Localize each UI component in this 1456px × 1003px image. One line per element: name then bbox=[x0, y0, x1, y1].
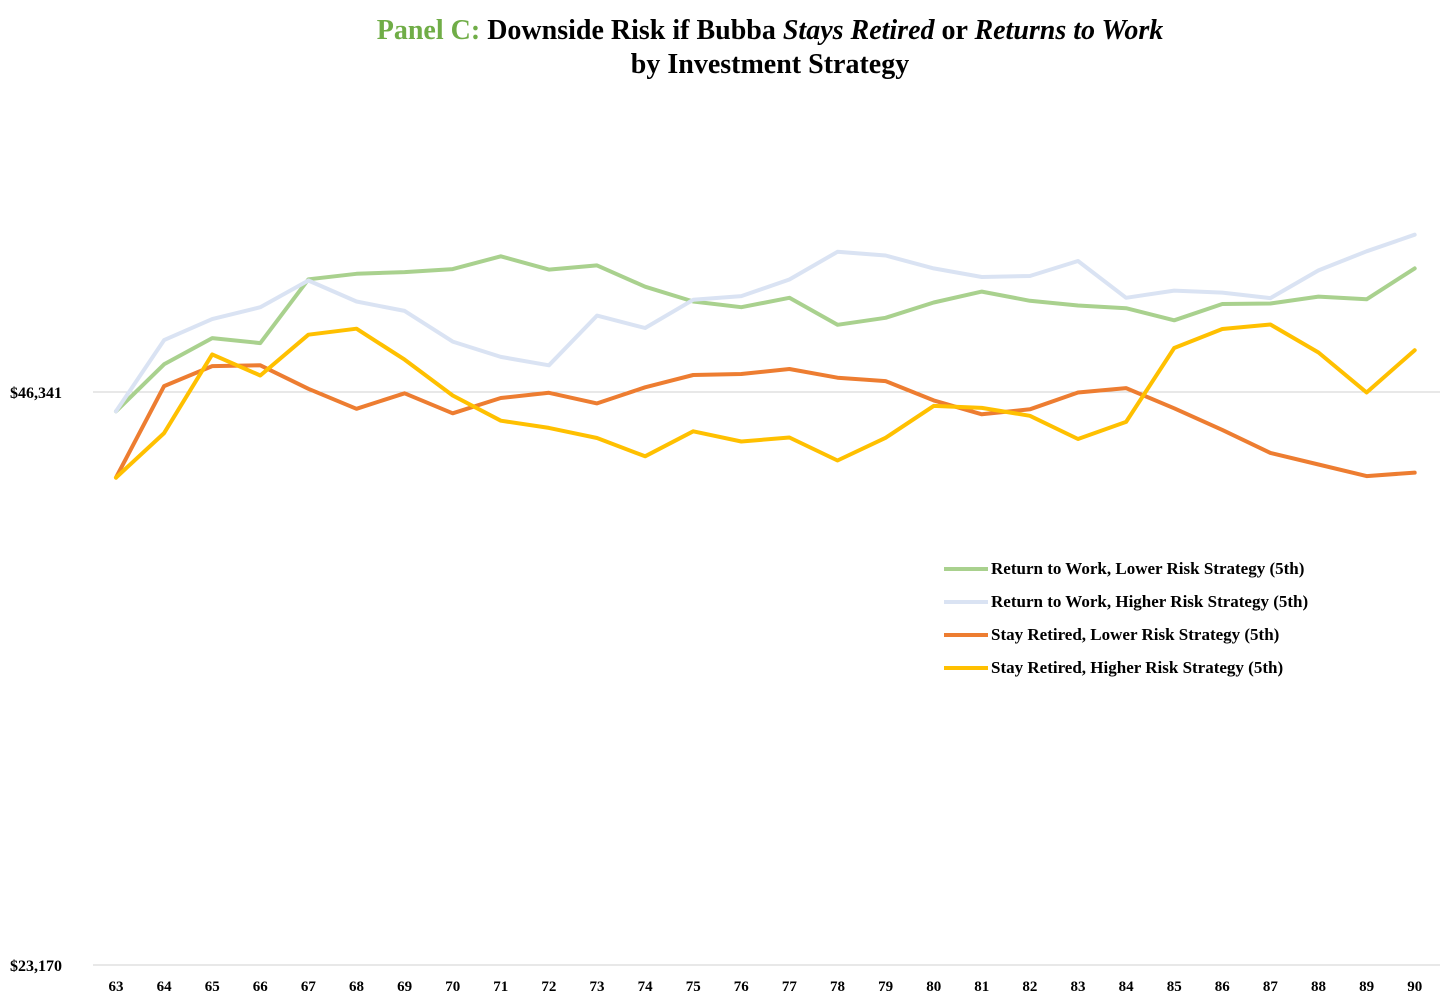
legend-swatch bbox=[944, 665, 988, 670]
x-tick-label: 65 bbox=[205, 979, 220, 995]
x-tick-label: 81 bbox=[974, 979, 989, 995]
x-tick-label: 83 bbox=[1071, 979, 1086, 995]
title-emphasis-2: Returns to Work bbox=[974, 15, 1164, 46]
legend-item: Return to Work, Higher Risk Strategy (5t… bbox=[944, 585, 1308, 618]
x-tick-label: 73 bbox=[590, 979, 605, 995]
legend-item: Stay Retired, Higher Risk Strategy (5th) bbox=[944, 651, 1308, 684]
x-tick-label: 84 bbox=[1119, 979, 1135, 995]
legend-label: Stay Retired, Higher Risk Strategy (5th) bbox=[991, 657, 1284, 677]
series-line-2 bbox=[114, 232, 1417, 414]
x-tick-label: 71 bbox=[493, 979, 508, 995]
x-tick-label: 85 bbox=[1167, 979, 1182, 995]
legend-swatch bbox=[944, 566, 988, 571]
title-text-1: Downside Risk if Bubba bbox=[487, 15, 776, 46]
x-tick-label: 75 bbox=[686, 979, 701, 995]
x-tick-label: 68 bbox=[349, 979, 364, 995]
x-tick-label: 86 bbox=[1215, 979, 1231, 995]
axes: $46,341 $23,170 63 64 65 66 67 68 69 70 71 72 73 74 75… bbox=[10, 385, 1440, 995]
legend-swatch bbox=[944, 632, 988, 637]
series-line-3 bbox=[114, 363, 1417, 480]
series-line-4 bbox=[114, 322, 1417, 480]
legend-label: Return to Work, Lower Risk Strategy (5th… bbox=[991, 558, 1305, 578]
x-tick-label: 80 bbox=[926, 979, 941, 995]
legend: Return to Work, Lower Risk Strategy (5th… bbox=[944, 552, 1308, 684]
series-lines bbox=[114, 232, 1417, 480]
x-tick-label: 67 bbox=[301, 979, 317, 995]
chart-title-line-2: by Investment Strategy bbox=[630, 49, 910, 80]
y-tick-label: $23,170 bbox=[10, 958, 62, 975]
x-tick-label: 90 bbox=[1407, 979, 1422, 995]
legend-label: Return to Work, Higher Risk Strategy (5t… bbox=[991, 591, 1309, 611]
chart-title-line-1: Panel C: Downside Risk if Bubba Stays Re… bbox=[0, 14, 1456, 48]
x-tick-label: 77 bbox=[782, 979, 798, 995]
x-tick-label: 72 bbox=[541, 979, 556, 995]
title-text-2: or bbox=[941, 15, 968, 46]
panel-label: Panel C: bbox=[376, 15, 481, 46]
x-tick-label: 87 bbox=[1263, 979, 1279, 995]
x-tick-label: 69 bbox=[397, 979, 412, 995]
x-tick-label: 79 bbox=[878, 979, 893, 995]
legend-item: Return to Work, Lower Risk Strategy (5th… bbox=[944, 552, 1308, 585]
x-tick-label: 74 bbox=[638, 979, 654, 995]
x-tick-label: 76 bbox=[734, 979, 750, 995]
x-tick-label: 78 bbox=[830, 979, 845, 995]
legend-item: Stay Retired, Lower Risk Strategy (5th) bbox=[944, 618, 1308, 651]
title-emphasis-1: Stays Retired bbox=[782, 15, 935, 46]
x-tick-label: 82 bbox=[1022, 979, 1037, 995]
y-tick-label: $46,341 bbox=[10, 385, 62, 402]
legend-swatch bbox=[944, 599, 988, 604]
x-tick-label: 89 bbox=[1359, 979, 1374, 995]
x-tick-label: 66 bbox=[253, 979, 269, 995]
x-tick-label: 70 bbox=[445, 979, 460, 995]
x-tick-label: 88 bbox=[1311, 979, 1326, 995]
x-tick-label: 64 bbox=[157, 979, 173, 995]
chart-title: Panel C: Downside Risk if Bubba Stays Re… bbox=[0, 14, 1456, 82]
legend-label: Stay Retired, Lower Risk Strategy (5th) bbox=[991, 624, 1280, 644]
x-tick-label: 63 bbox=[109, 979, 124, 995]
series-line-1 bbox=[114, 254, 1417, 414]
